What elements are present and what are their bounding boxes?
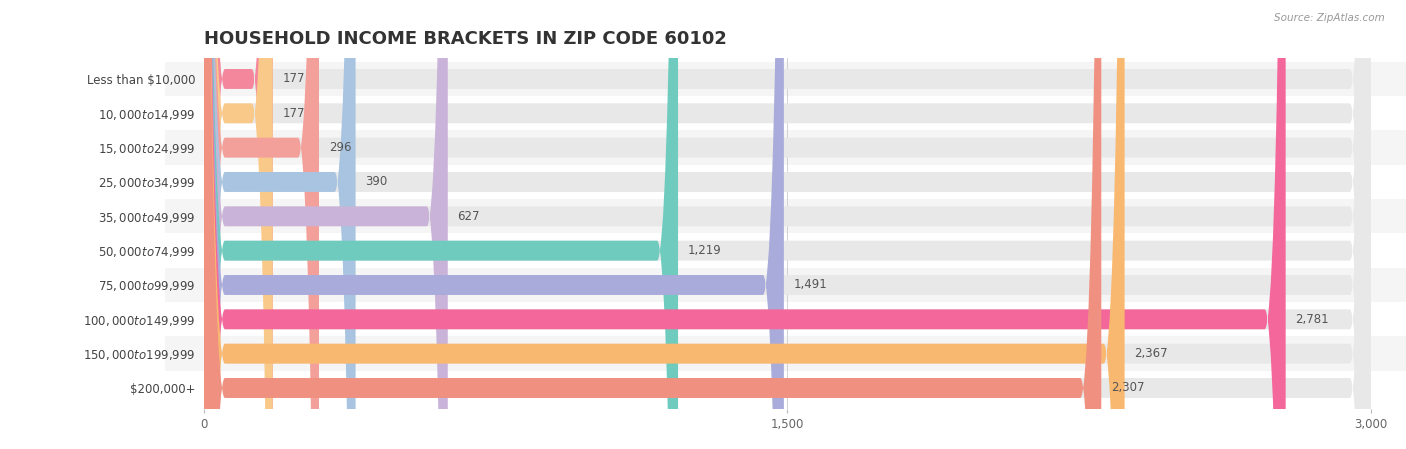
FancyBboxPatch shape [204,0,1125,449]
FancyBboxPatch shape [204,0,319,449]
FancyBboxPatch shape [204,0,785,449]
Bar [165,336,1406,371]
Text: 177: 177 [283,107,305,120]
Text: 177: 177 [283,72,305,85]
Bar [165,268,1406,302]
FancyBboxPatch shape [204,0,1285,449]
FancyBboxPatch shape [204,0,1371,449]
FancyBboxPatch shape [204,0,1371,449]
Bar [165,131,1406,165]
Bar [165,302,1406,336]
Text: 627: 627 [457,210,479,223]
FancyBboxPatch shape [204,0,1371,449]
FancyBboxPatch shape [204,0,678,449]
FancyBboxPatch shape [204,0,1371,449]
Text: 2,781: 2,781 [1295,313,1329,326]
Text: HOUSEHOLD INCOME BRACKETS IN ZIP CODE 60102: HOUSEHOLD INCOME BRACKETS IN ZIP CODE 60… [204,31,727,48]
FancyBboxPatch shape [204,0,447,449]
Text: 390: 390 [366,176,388,189]
Bar [165,199,1406,233]
FancyBboxPatch shape [204,0,356,449]
Text: 2,307: 2,307 [1111,382,1144,395]
Bar [165,62,1406,96]
Text: 1,219: 1,219 [688,244,721,257]
Bar [165,371,1406,405]
FancyBboxPatch shape [204,0,1371,449]
FancyBboxPatch shape [204,0,1371,449]
FancyBboxPatch shape [204,0,273,449]
FancyBboxPatch shape [204,0,1371,449]
Text: 296: 296 [329,141,352,154]
FancyBboxPatch shape [204,0,1101,449]
Text: Source: ZipAtlas.com: Source: ZipAtlas.com [1274,13,1385,23]
Text: 2,367: 2,367 [1135,347,1168,360]
Text: 1,491: 1,491 [793,278,827,291]
FancyBboxPatch shape [204,0,273,449]
Bar [165,96,1406,131]
Bar [165,233,1406,268]
FancyBboxPatch shape [204,0,1371,449]
FancyBboxPatch shape [204,0,1371,449]
FancyBboxPatch shape [204,0,1371,449]
Bar [165,165,1406,199]
